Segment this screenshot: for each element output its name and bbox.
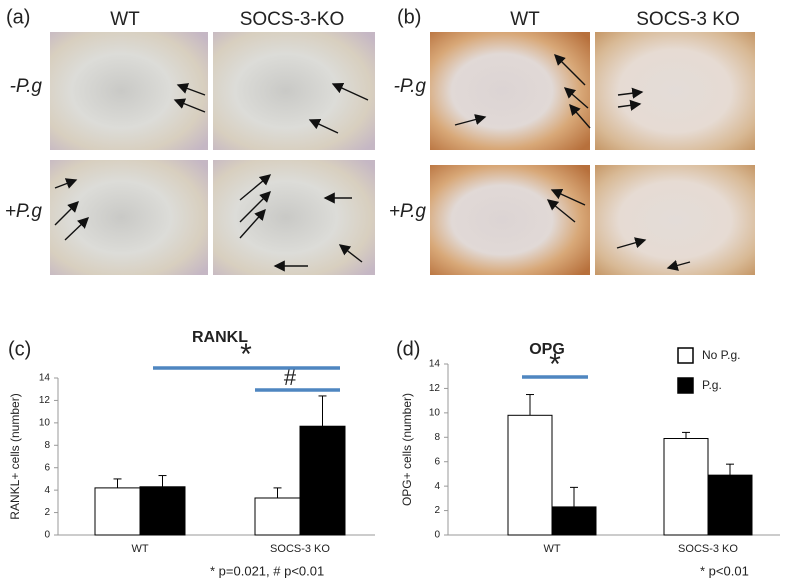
legend-label: No P.g. (702, 348, 740, 362)
histology-a (50, 32, 375, 275)
arrow (239, 191, 271, 223)
arrow (546, 199, 576, 223)
arrow (617, 87, 644, 99)
error-bar (113, 478, 122, 488)
column-label: WT (110, 9, 140, 30)
y-tick-label: 10 (429, 407, 441, 418)
arrow (569, 103, 591, 129)
y-tick-label: 4 (434, 481, 440, 492)
y-tick-label: 2 (44, 507, 50, 518)
significance-mark: * (240, 338, 252, 371)
bar (507, 414, 553, 536)
arrow (550, 188, 586, 206)
arrow (331, 82, 369, 101)
column-label: WT (510, 9, 540, 30)
image (430, 32, 590, 150)
column-label: SOCS-3-KO (240, 9, 345, 30)
row-label: -P.g (10, 76, 43, 97)
x-tick-label: WT (543, 543, 560, 555)
row-label: +P.g (5, 201, 43, 222)
row-label: +P.g (389, 201, 427, 222)
arrow (338, 244, 363, 263)
error-bar (726, 463, 734, 476)
error-bar (158, 475, 167, 487)
legend-swatch (677, 377, 694, 394)
y-tick-label: 8 (434, 432, 440, 443)
y-tick-label: 4 (44, 485, 50, 496)
y-tick-label: 8 (44, 440, 50, 451)
y-tick-label: 0 (44, 530, 50, 541)
legend-label: P.g. (702, 378, 722, 392)
arrow (64, 217, 90, 241)
arrow (554, 54, 586, 86)
image (50, 32, 208, 150)
image (595, 165, 755, 275)
y-axis-label: OPG+ cells (number) (400, 393, 414, 506)
chart-title: OPG (529, 341, 565, 358)
panel-label: (d) (396, 338, 420, 360)
y-axis-label: RANKL+ cells (number) (8, 393, 22, 519)
image (430, 165, 590, 275)
y-tick-label: 2 (434, 505, 440, 516)
chart-title: RANKL (192, 329, 248, 346)
arrow (454, 114, 487, 126)
panel-label: (a) (6, 6, 30, 28)
legend-swatch (677, 347, 694, 364)
y-tick-label: 6 (434, 456, 440, 467)
arrow (239, 174, 272, 201)
bar (299, 425, 346, 536)
arrow (617, 99, 642, 111)
image (595, 32, 755, 150)
y-tick-label: 14 (429, 359, 441, 370)
bar (94, 487, 141, 536)
y-tick-label: 12 (39, 395, 51, 406)
bar (551, 506, 597, 536)
y-tick-label: 12 (429, 383, 441, 394)
x-tick-label: SOCS-3 KO (270, 543, 330, 555)
error-bar (526, 394, 534, 416)
arrow (176, 83, 206, 96)
column-label: SOCS-3 KO (636, 9, 739, 30)
y-tick-label: 6 (44, 462, 50, 473)
arrow (239, 208, 266, 239)
panel-label: (b) (397, 6, 421, 28)
arrow (173, 98, 206, 113)
image (50, 160, 208, 275)
error-bar (273, 487, 282, 498)
significance-mark: * (549, 348, 561, 381)
y-tick-label: 14 (39, 373, 51, 384)
footnote: * p<0.01 (700, 563, 749, 578)
footnote: * p=0.021, # p<0.01 (210, 563, 324, 578)
y-tick-label: 0 (434, 530, 440, 541)
significance-mark: # (284, 365, 297, 390)
arrow (563, 87, 589, 109)
bar (139, 486, 186, 536)
image (213, 32, 375, 150)
x-tick-label: SOCS-3 KO (678, 543, 738, 555)
bar (254, 497, 301, 536)
arrow (54, 201, 79, 226)
y-tick-label: 10 (39, 417, 51, 428)
arrow (616, 237, 647, 249)
bar (663, 438, 709, 536)
panel-label: (c) (8, 338, 31, 360)
arrow (54, 178, 78, 189)
bar (707, 474, 753, 536)
error-bar (318, 395, 327, 427)
x-tick-label: WT (131, 543, 148, 555)
row-label: -P.g (394, 76, 427, 97)
image (213, 160, 375, 275)
error-bar (570, 486, 578, 507)
error-bar (682, 431, 690, 439)
arrow (666, 260, 691, 271)
arrow (308, 119, 339, 134)
histology-b (430, 32, 755, 275)
